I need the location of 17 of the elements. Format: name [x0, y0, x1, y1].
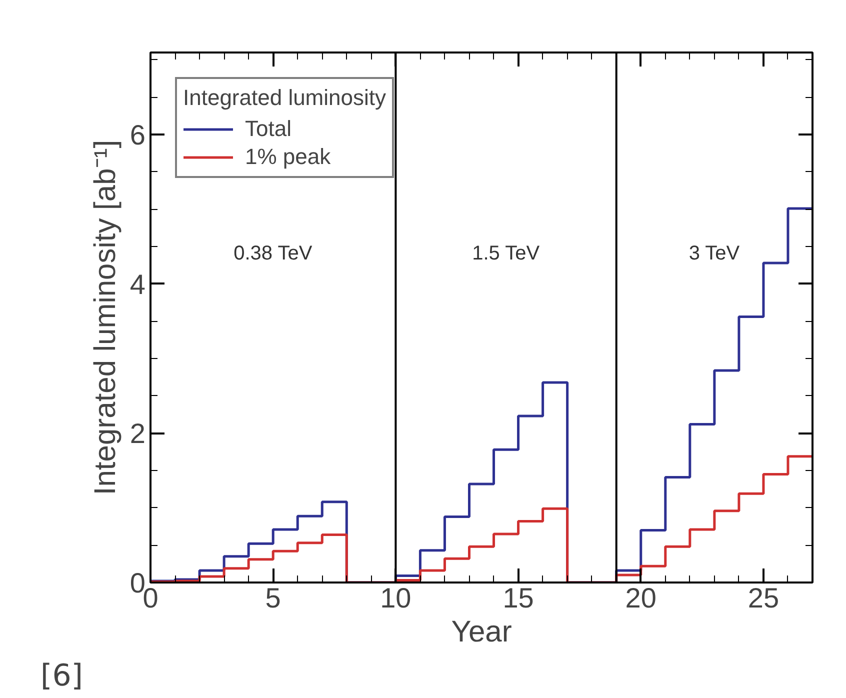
- legend-title: Integrated luminosity: [183, 85, 386, 111]
- annotation: 3 TeV: [688, 242, 740, 264]
- x-tick-label: 15: [502, 582, 534, 614]
- legend-label: Total: [245, 116, 292, 142]
- x-tick-label: 10: [380, 582, 412, 614]
- x-axis-title: Year: [451, 616, 512, 648]
- y-tick-label: 2: [130, 418, 146, 450]
- legend-label: 1% peak: [245, 144, 331, 170]
- annotation: 1.5 TeV: [472, 242, 540, 264]
- y-tick-label: 6: [130, 120, 146, 151]
- x-tick-label: 5: [265, 582, 281, 614]
- text: [6]: [40, 658, 83, 694]
- y-tick-label: 4: [130, 268, 146, 300]
- annotation: 0.38 TeV: [234, 242, 313, 264]
- x-tick-label: 20: [625, 582, 656, 614]
- x-tick-label: 25: [748, 582, 780, 614]
- y-axis-title: Integrated luminosity [ab⁻¹]: [88, 140, 122, 496]
